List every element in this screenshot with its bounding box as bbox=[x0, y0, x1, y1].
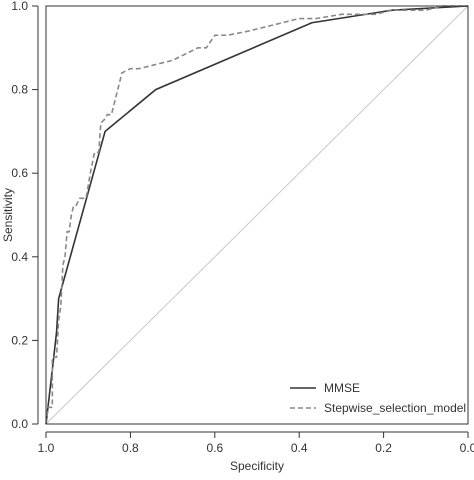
reference-diagonal-line bbox=[45, 5, 469, 425]
legend-label-stepwise: Stepwise_selection_model bbox=[324, 401, 466, 415]
y-axis-title: Sensitivity bbox=[1, 188, 15, 242]
x-tick-label: 0.6 bbox=[206, 441, 223, 455]
plot-frame bbox=[45, 5, 469, 425]
legend: MMSE Stepwise_selection_model bbox=[290, 381, 466, 415]
y-tick-label: 0.0 bbox=[11, 417, 28, 431]
y-tick-label: 0.4 bbox=[11, 250, 28, 264]
x-tick-label: 1.0 bbox=[38, 441, 55, 455]
series-layer bbox=[45, 5, 469, 425]
y-tick-label: 1.0 bbox=[11, 0, 28, 13]
x-axis-title: Specificity bbox=[230, 459, 284, 473]
reference-layer bbox=[45, 5, 469, 425]
x-tick-label: 0.0 bbox=[460, 441, 474, 455]
axis-layer: 1.0 0.8 0.6 0.4 0.2 0.0 0.0 0.2 0.4 0.6 0.8 1.0 bbox=[11, 0, 474, 455]
series-line-stepwise bbox=[45, 5, 468, 425]
y-tick-label: 0.8 bbox=[11, 83, 28, 97]
y-tick-label: 0.6 bbox=[11, 166, 28, 180]
y-tick-label: 0.2 bbox=[11, 333, 28, 347]
legend-label-mmse: MMSE bbox=[324, 381, 360, 395]
x-tick-label: 0.4 bbox=[291, 441, 308, 455]
x-tick-label: 0.8 bbox=[122, 441, 139, 455]
x-tick-label: 0.2 bbox=[375, 441, 392, 455]
